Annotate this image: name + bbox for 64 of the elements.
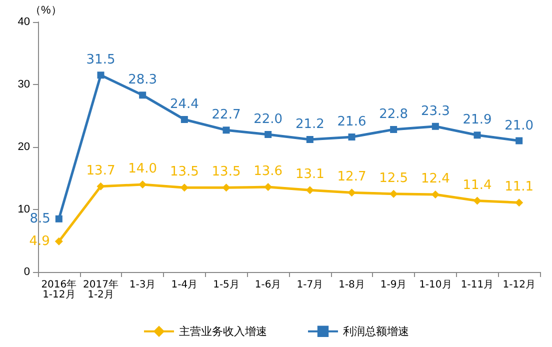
data-label: 31.5 [86, 52, 116, 68]
data-label: 14.0 [128, 162, 158, 176]
data-label: 11.4 [462, 178, 492, 193]
y-tick-label: 0 [24, 266, 30, 278]
x-tick-label: 1-10月 [419, 280, 452, 290]
data-label: 12.5 [379, 170, 408, 186]
data-label: 12.4 [420, 172, 450, 186]
point [96, 182, 105, 190]
data-label: 13.1 [295, 167, 324, 182]
point [390, 190, 398, 198]
x-tick-label: 1-6月 [254, 280, 282, 290]
x-tick-label: 1-5月 [213, 280, 240, 290]
data-label: 11.1 [504, 180, 534, 195]
data-label: 13.7 [86, 163, 116, 178]
data-label: 13.6 [254, 164, 283, 179]
point [474, 132, 481, 139]
point [516, 137, 523, 144]
x-tick-label: 1-9月 [380, 280, 407, 290]
point [348, 134, 356, 140]
x-tick-label: 1-4月 [171, 280, 198, 290]
data-label: 13.5 [212, 164, 241, 180]
point [306, 186, 314, 194]
data-label: 22.8 [379, 107, 408, 122]
y-tick-label: 20 [18, 141, 30, 153]
point [97, 72, 104, 79]
point [515, 198, 524, 207]
legend-label: 主营业务收入增速 [179, 324, 267, 338]
x-tick-label: 1-3月 [129, 280, 156, 290]
data-label: 12.7 [337, 170, 366, 185]
data-label: 21.0 [504, 118, 534, 134]
y-tick-label: 10 [18, 204, 30, 216]
data-label: 13.5 [170, 164, 199, 180]
data-label: 21.9 [462, 112, 492, 128]
data-label: 22.0 [254, 112, 283, 127]
data-label: 4.9 [29, 234, 50, 249]
y-tick-label: 40 [18, 16, 30, 28]
data-label: 21.6 [337, 114, 366, 130]
data-label: 21.2 [295, 117, 324, 132]
point [180, 116, 188, 123]
x-tick-label: 1-11月 [460, 280, 494, 290]
x-tick-label: 2017年 1-2月 [83, 278, 118, 300]
point [222, 126, 230, 134]
legend-label: 利润总额增速 [343, 324, 409, 338]
point [54, 237, 63, 246]
x-tick-label: 1-7月 [296, 280, 324, 290]
data-label: 28.3 [128, 72, 158, 88]
x-tick-label: 1-12月 [502, 280, 536, 290]
point [473, 196, 482, 205]
point [264, 131, 272, 138]
data-label: 22.7 [212, 108, 241, 123]
point [432, 122, 439, 130]
data-label: 23.3 [420, 104, 450, 119]
point [348, 188, 356, 197]
point [55, 215, 62, 222]
x-tick-label: 1-8月 [338, 280, 365, 290]
point [390, 126, 398, 133]
point [180, 184, 188, 192]
data-label: 24.4 [170, 97, 199, 112]
x-tick-label: 2016年 1-12月 [41, 278, 77, 300]
point [222, 184, 230, 192]
y-tick-label: 30 [18, 78, 30, 90]
point [139, 92, 146, 99]
y-axis-title: （%） [30, 4, 62, 16]
point [306, 136, 314, 143]
